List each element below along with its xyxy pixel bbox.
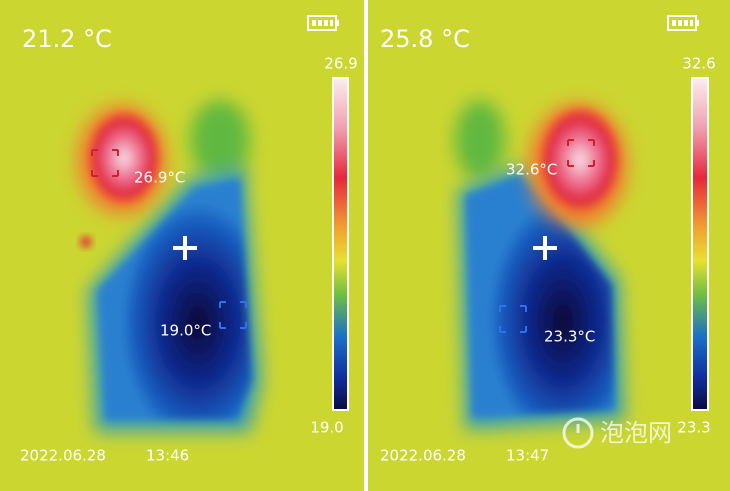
panel-left: 21.2 °C 26.9 19.0 26.9°C 19.0°C 2022.06.… xyxy=(0,0,364,491)
scale-max: 26.9 xyxy=(324,55,357,73)
hot-label: 32.6°C xyxy=(506,161,557,179)
time: 13:47 xyxy=(506,447,549,465)
time: 13:46 xyxy=(146,447,189,465)
cold-label: 23.3°C xyxy=(544,328,595,346)
date: 2022.06.28 xyxy=(380,447,466,465)
watermark-text: 泡泡网 xyxy=(600,419,672,447)
scale-min: 19.0 xyxy=(310,419,343,437)
hot-label: 26.9°C xyxy=(134,169,185,187)
scale-min: 23.3 xyxy=(677,419,710,437)
center-temp: 21.2 °C xyxy=(22,25,112,53)
cold-label: 19.0°C xyxy=(160,322,211,340)
scale-max: 32.6 xyxy=(682,55,715,73)
panel-right: 25.8 °C 32.6 23.3 32.6°C 23.3°C 2022.06.… xyxy=(368,0,730,491)
watermark: 泡泡网 xyxy=(562,417,672,449)
date: 2022.06.28 xyxy=(20,447,106,465)
center-temp: 25.8 °C xyxy=(380,25,470,53)
